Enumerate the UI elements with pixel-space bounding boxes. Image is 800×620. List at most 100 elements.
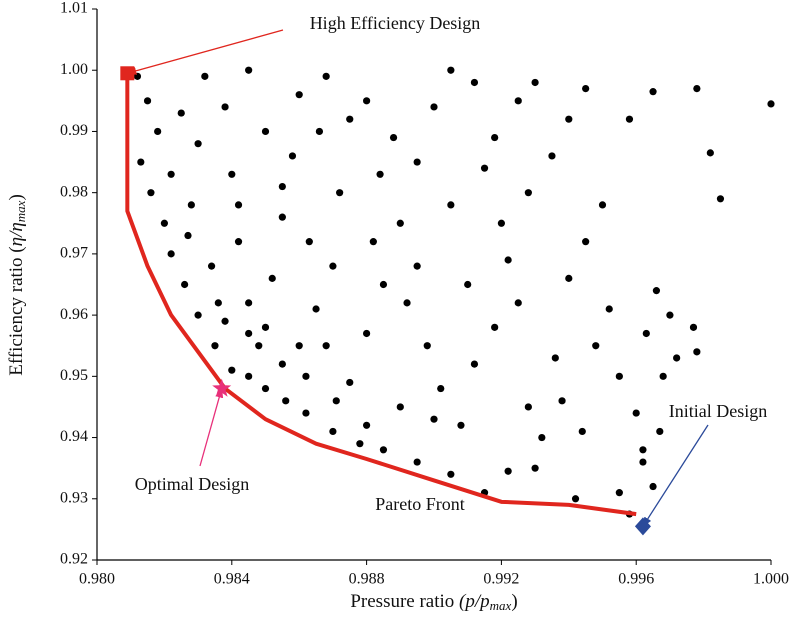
scatter-point [639, 446, 647, 454]
y-tick-label: 0.94 [60, 428, 88, 445]
scatter-point [278, 182, 286, 191]
scatter-point [143, 97, 152, 105]
scatter-point [578, 427, 586, 436]
scatter-point [524, 189, 532, 197]
scatter-point [491, 133, 499, 142]
y-tick-label: 0.93 [60, 489, 88, 506]
scatter-point [396, 219, 404, 227]
scatter-point [656, 427, 664, 436]
scatter-point [245, 299, 253, 307]
pareto-label: Pareto Front [375, 494, 465, 514]
scatter-point [615, 372, 623, 380]
annotation-label: Initial Design [669, 401, 767, 421]
scatter-point [228, 170, 236, 178]
scatter-point [457, 421, 465, 429]
scatter-point [376, 170, 384, 178]
scatter-point [514, 299, 522, 307]
scatter-point [305, 238, 313, 246]
scatter-point [639, 458, 647, 466]
scatter-point [177, 109, 185, 117]
scatter-point [464, 280, 472, 289]
scatter-point [447, 470, 455, 478]
scatter-point [363, 329, 371, 338]
scatter-point [430, 415, 438, 423]
scatter-point [423, 342, 431, 350]
scatter-point [504, 256, 512, 264]
scatter-point [194, 311, 202, 319]
scatter-point [363, 97, 371, 105]
scatter-point [329, 427, 337, 436]
scatter-point [211, 342, 219, 350]
scatter-point [268, 274, 276, 282]
scatter-point [605, 305, 613, 313]
scatter-point [558, 397, 566, 405]
y-tick-label: 0.96 [60, 306, 88, 323]
scatter-point [379, 446, 388, 454]
scatter-point [548, 152, 556, 160]
x-tick-label: 0.984 [214, 571, 250, 588]
scatter-point [632, 409, 640, 417]
scatter-point [531, 464, 539, 472]
annotation-arrow [126, 29, 284, 75]
pareto-front [125, 73, 637, 517]
scatter-point [278, 360, 286, 368]
design-marker [120, 66, 135, 81]
scatter-point [491, 323, 499, 331]
scatter-point [693, 348, 701, 356]
scatter-point [160, 219, 168, 227]
scatter-point [598, 201, 607, 209]
scatter-point [447, 66, 455, 74]
scatter-point [693, 84, 701, 93]
x-tick-label: 1.000 [753, 571, 789, 588]
annotation-label: Optimal Design [135, 474, 250, 494]
scatter-point [245, 372, 253, 380]
scatter-point [214, 299, 222, 307]
scatter-point [470, 78, 479, 87]
design-marker [212, 378, 232, 397]
scatter-point [167, 250, 175, 258]
scatter-point [514, 97, 522, 105]
scatter-point [470, 360, 479, 368]
scatter-point [652, 287, 661, 295]
scatter-point [147, 189, 155, 197]
scatter-point [322, 72, 330, 80]
scatter-point [582, 84, 590, 93]
design-marker [634, 517, 651, 536]
y-tick-label: 1.00 [60, 61, 88, 78]
scatter-point [625, 115, 634, 123]
annotation-label: High Efficiency Design [310, 13, 481, 33]
scatter-point [346, 115, 354, 123]
scatter-point [302, 372, 310, 380]
scatter-point [592, 342, 600, 350]
scatter-point [565, 115, 573, 123]
scatter-point [716, 195, 725, 203]
scatter-point [659, 372, 667, 380]
scatter-point [261, 323, 270, 331]
x-tick-label: 0.988 [349, 571, 385, 588]
scatter-point [245, 66, 253, 74]
scatter-point [615, 489, 623, 497]
scatter-point [551, 354, 559, 362]
scatter-point [389, 133, 398, 142]
scatter-point [133, 72, 142, 80]
y-tick-label: 0.95 [60, 367, 88, 384]
scatter-point [181, 280, 189, 289]
scatter-point [336, 189, 344, 197]
scatter-point [363, 421, 371, 429]
scatter-point [396, 403, 404, 411]
scatter-point [413, 458, 421, 466]
y-axis-label: Efficiency ratio (η/ηmax) [6, 194, 28, 376]
scatter-point [295, 91, 303, 99]
scatter-point [329, 262, 337, 270]
scatter-point [261, 384, 270, 393]
scatter-point [201, 72, 209, 80]
scatter-point [565, 274, 573, 282]
annotation-arrow [199, 387, 224, 467]
scatter-point [524, 403, 532, 411]
scatter-point [403, 299, 411, 307]
scatter-point [187, 201, 195, 209]
scatter-point [278, 213, 286, 221]
scatter-point [430, 103, 438, 111]
scatter-point [221, 103, 229, 111]
